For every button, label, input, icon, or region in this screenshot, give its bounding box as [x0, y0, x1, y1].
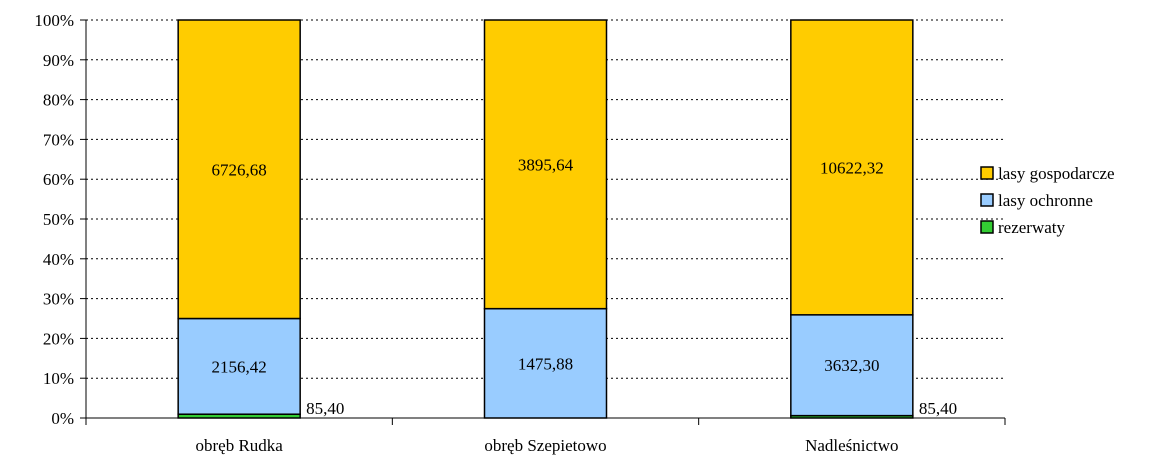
y-tick-label: 50%	[43, 210, 74, 229]
data-label: 2156,42	[212, 357, 267, 376]
bar-segment-lasy-ochronne	[483, 307, 608, 419]
y-tick-label: 20%	[43, 329, 74, 348]
y-tick-label: 40%	[43, 250, 74, 269]
y-axis: 0% 10% 20% 30% 40% 50% 60% 70% 80% 90% 100%	[34, 11, 87, 428]
y-tick-label: 80%	[43, 91, 74, 110]
data-label: 1475,88	[518, 354, 573, 373]
x-axis: obręb Rudka obręb Szepietowo Nadleśnictwo	[85, 417, 1006, 455]
bar-segment-lasy-ochronne	[790, 314, 914, 417]
bar-segment-lasy-ochronne	[177, 317, 301, 415]
bars: 85,40 2156,42 6726,68 1475,88 3895,64 85,40 36…	[177, 19, 957, 419]
bar-segment-lasy-gospodarcze	[790, 19, 914, 316]
data-label: 6726,68	[212, 160, 267, 179]
y-tick-label: 100%	[34, 11, 74, 30]
y-tick-label: 70%	[43, 130, 74, 149]
data-label: 85,40	[306, 399, 344, 418]
legend-label: lasy gospodarcze	[998, 164, 1115, 183]
x-tick-label: obręb Szepietowo	[484, 436, 606, 455]
legend: lasy gospodarcze lasy ochronne rezerwaty	[980, 164, 1115, 237]
y-tick-label: 0%	[51, 409, 74, 428]
y-tick-label: 90%	[43, 51, 74, 70]
bar-segment-lasy-gospodarcze	[177, 19, 301, 320]
data-label: 3895,64	[518, 155, 574, 174]
legend-swatch	[980, 166, 994, 180]
data-label: 3632,30	[824, 356, 879, 375]
data-label: 10622,32	[820, 158, 884, 177]
x-tick-label: Nadleśnictwo	[805, 436, 898, 455]
legend-swatch	[980, 193, 994, 207]
bar-segment-lasy-gospodarcze	[483, 19, 608, 310]
y-tick-label: 60%	[43, 170, 74, 189]
x-tick-label: obręb Rudka	[195, 436, 283, 455]
legend-swatch	[980, 220, 994, 234]
legend-label: lasy ochronne	[998, 191, 1093, 210]
data-label: 85,40	[919, 399, 957, 418]
y-tick-label: 30%	[43, 290, 74, 309]
y-tick-label: 10%	[43, 369, 74, 388]
legend-label: rezerwaty	[998, 218, 1066, 237]
